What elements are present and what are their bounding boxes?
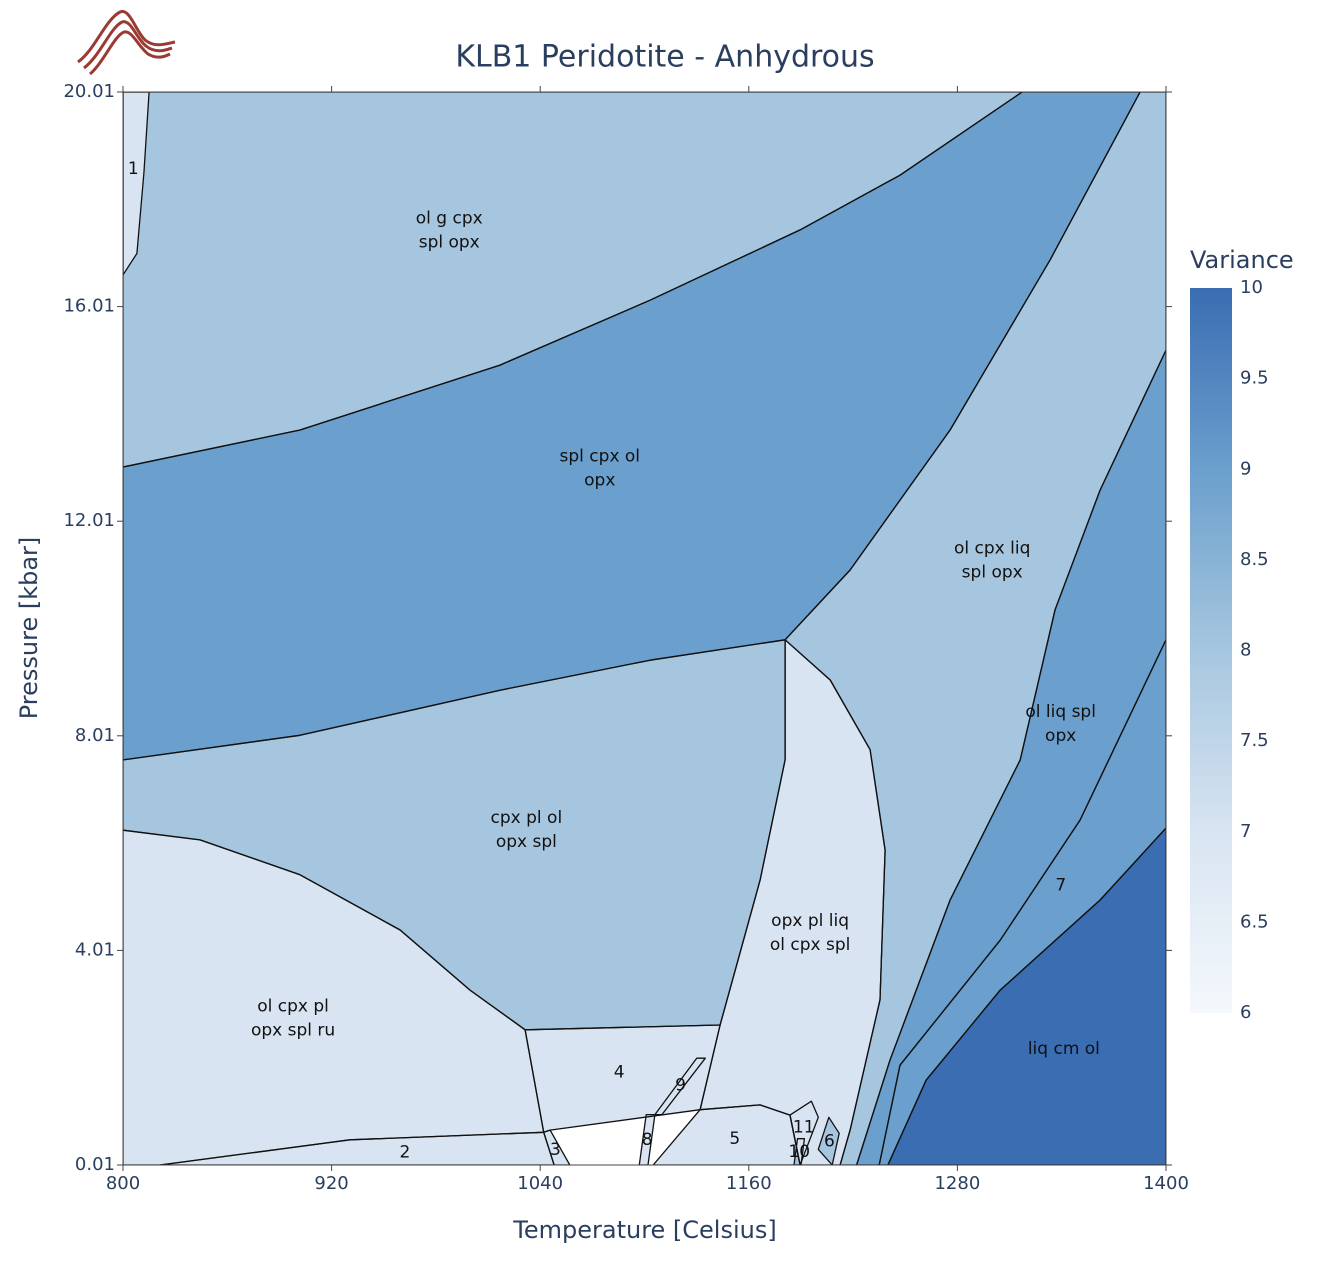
field-label: opx — [1045, 726, 1076, 746]
field — [123, 92, 1023, 467]
colorbar-tick-label: 8.5 — [1240, 549, 1269, 570]
colorbar-tick-label: 7 — [1240, 821, 1251, 842]
field-label: 5 — [729, 1129, 740, 1149]
field — [785, 92, 1166, 1165]
colorbar-tick-label: 8 — [1240, 640, 1251, 661]
x-tick-label: 1400 — [1143, 1173, 1189, 1194]
y-tick-label: 16.01 — [63, 296, 115, 317]
field — [639, 1114, 655, 1165]
y-tick-label: 4.01 — [75, 939, 115, 960]
field — [525, 1025, 721, 1133]
fields — [123, 92, 1166, 1165]
logo-stroke — [88, 30, 171, 76]
field — [160, 1132, 555, 1165]
chart-title: KLB1 Peridotite - Anhydrous — [455, 40, 874, 75]
field-label: opx spl ru — [251, 1020, 335, 1040]
field-label: 8 — [642, 1130, 653, 1150]
x-tick-label: 920 — [314, 1173, 348, 1194]
field-boundary — [699, 639, 886, 1165]
x-tick-label: 1280 — [934, 1173, 980, 1194]
field-label: 9 — [675, 1075, 686, 1095]
field-label: 6 — [824, 1132, 835, 1152]
field — [653, 1104, 801, 1165]
axes: 800 920 1040 1160 1280 1400 0.01 4.01 8.01 12.01 1… — [63, 81, 1268, 1194]
field-label: spl opx — [962, 562, 1023, 582]
colorbar-tick-label: 6 — [1240, 1002, 1251, 1023]
field-label: ol cpx liq — [954, 538, 1030, 558]
field — [123, 830, 544, 1165]
field-boundary — [524, 1024, 721, 1133]
field-labels: ol g cpx spl opx spl cpx ol opx ol cpx liq sp… — [128, 159, 1100, 1162]
field-boundary — [123, 92, 150, 276]
field-label: opx pl liq — [771, 911, 849, 931]
field-label: cpx pl ol — [491, 808, 563, 828]
x-tick-label: 800 — [106, 1173, 140, 1194]
y-tick-label: 20.01 — [63, 81, 115, 102]
field-label: 10 — [788, 1142, 810, 1162]
field-boundary — [887, 827, 1166, 1165]
field — [879, 639, 1166, 1165]
field-label: 2 — [399, 1142, 410, 1162]
field — [123, 92, 1141, 760]
field — [654, 1058, 706, 1115]
colorbar-tick-label: 7.5 — [1240, 730, 1269, 751]
y-tick-label: 0.01 — [75, 1154, 115, 1175]
field-boundary — [789, 1100, 819, 1165]
y-tick-label: 8.01 — [75, 725, 115, 746]
field-label: opx — [584, 470, 615, 490]
colorbar-title: Variance — [1190, 246, 1294, 274]
field-label: spl cpx ol — [560, 446, 641, 466]
field-label: 1 — [128, 159, 139, 179]
logo-stroke — [83, 20, 173, 70]
x-axis-title: Temperature [Celsius] — [512, 1216, 776, 1244]
field-label: ol g cpx — [416, 209, 483, 229]
y-tick-label: 12.01 — [63, 510, 115, 531]
field-label: opx spl — [496, 832, 557, 852]
field-label: 7 — [1055, 876, 1066, 896]
field-label: liq cm ol — [1028, 1039, 1100, 1059]
x-tick-label: 1160 — [726, 1173, 772, 1194]
field-label: ol liq spl — [1025, 702, 1096, 722]
colorbar — [1190, 288, 1232, 1013]
field-label: 11 — [793, 1117, 815, 1137]
field — [123, 92, 150, 275]
field — [543, 1130, 570, 1165]
field-boundary — [652, 1104, 801, 1165]
field-boundary — [543, 1129, 571, 1165]
y-axis-title: Pressure [kbar] — [15, 537, 43, 720]
field — [856, 350, 1166, 1165]
x-tick-label: 1040 — [517, 1173, 563, 1194]
colorbar-tick-label: 9.5 — [1240, 368, 1269, 389]
colorbar-tick-label: 6.5 — [1240, 911, 1269, 932]
field-label: spl opx — [419, 233, 480, 253]
field-label: 3 — [550, 1140, 561, 1160]
field-label: 4 — [614, 1062, 625, 1082]
plot-frame — [122, 91, 1167, 1166]
field — [818, 1117, 840, 1165]
field — [887, 828, 1166, 1165]
logo-stroke — [77, 10, 176, 64]
field-boundary — [654, 1057, 706, 1116]
logo — [77, 10, 176, 76]
colorbar-tick-label: 10 — [1240, 277, 1263, 298]
colorbar-tick-label: 9 — [1240, 458, 1251, 479]
field-boundary — [817, 1116, 840, 1165]
field-label: ol cpx spl — [770, 935, 851, 955]
field — [700, 639, 886, 1165]
field-label: ol cpx pl — [257, 996, 329, 1016]
